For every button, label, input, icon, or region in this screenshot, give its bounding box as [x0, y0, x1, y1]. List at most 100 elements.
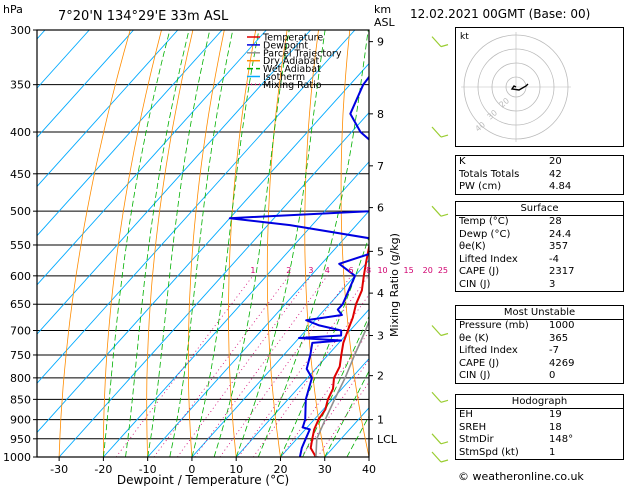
mixing-ratio-label: 25 [438, 266, 448, 275]
dry-adiabat-line [304, 30, 326, 457]
dry-adiabat-line [146, 30, 194, 457]
pressure-tick-label: 950 [10, 433, 31, 446]
pressure-tick-label: 450 [10, 168, 31, 181]
hodograph-ring-label: 20 [498, 96, 512, 109]
pressure-tick-label: 400 [10, 126, 31, 139]
mixing-ratio-line [115, 275, 254, 457]
wind-barb-flag [440, 399, 449, 403]
pressure-tick-label: 700 [10, 325, 31, 338]
isotherm-line [37, 30, 311, 335]
isotherm-line [191, 259, 369, 457]
index-row-tt: Totals Totals 42 [459, 168, 562, 180]
isotherm-line [37, 30, 267, 286]
wet-adiabat-line [213, 30, 290, 457]
height-unit-asl: ASL [374, 16, 396, 29]
legend-label: Isotherm [263, 72, 305, 83]
isotherm-line [147, 210, 369, 457]
isotherm-line [37, 30, 223, 237]
plot-frame [36, 29, 370, 458]
wet-adiabat-line [169, 30, 234, 457]
temp-tick-label: 40 [362, 463, 376, 476]
wet-adiabat-line [147, 30, 211, 457]
legend-label: Wet Adiabat [263, 64, 321, 75]
dry-adiabat-line [103, 30, 162, 457]
wind-barb-flag [440, 332, 449, 337]
credit-label: © weatheronline.co.uk [458, 470, 584, 483]
temp-tick-label: -10 [139, 463, 157, 476]
index-row-pw: PW (cm) 4.84 [459, 181, 572, 192]
wet-adiabat-line [125, 30, 190, 457]
hodograph-ring-label: 40 [474, 120, 488, 133]
isotherm-line [37, 30, 356, 384]
pressure-tick-label: 350 [10, 79, 31, 92]
mu-row: θe (K) 365 [459, 332, 569, 344]
isotherm-line [37, 62, 369, 434]
wind-barb-flag [440, 213, 449, 217]
surface-row: Lifted Index -4 [459, 253, 559, 265]
isotherm-line [37, 30, 134, 138]
height-tick-label: 3 [377, 330, 384, 343]
hodo-row: StmDir 148° [459, 434, 574, 445]
surface-row: Dewp (°C) 24.4 [459, 228, 572, 240]
wet-adiabat-line [257, 30, 369, 457]
dry-adiabat-line [187, 30, 225, 457]
pressure-tick-label: 550 [10, 239, 31, 252]
surface-row: Temp (°C) 28 [459, 216, 562, 227]
wind-barb [431, 451, 442, 463]
wet-adiabat-line [103, 30, 171, 457]
height-tick-label: 8 [377, 108, 384, 121]
surface-row: CAPE (J) 2317 [459, 266, 575, 277]
height-tick-label: LCL [377, 433, 398, 446]
dry-adiabat-line [266, 30, 288, 457]
temp-tick-label: 0 [188, 463, 195, 476]
surface-title: Surface [456, 202, 623, 216]
temp-tick-label: 30 [318, 463, 332, 476]
plot-area [37, 30, 369, 457]
mixing-ratio-label: 8 [366, 266, 371, 275]
wind-barb [431, 433, 442, 445]
mixing-ratio-label: 6 [349, 266, 354, 275]
wet-adiabat-line [191, 30, 260, 457]
dry-adiabat-line [228, 30, 257, 457]
x-axis-label: Dewpoint / Temperature (°C) [117, 473, 289, 486]
mixing-ratio-line [252, 294, 369, 457]
wind-barb-flag [440, 441, 449, 445]
wind-barb [431, 391, 442, 403]
date-label: 12.02.2021 00GMT (Base: 00) [410, 7, 591, 21]
legend-label: Dry Adiabat [263, 56, 320, 67]
height-tick-label: 1 [377, 414, 384, 427]
hodograph-table: Hodograph EH 19 SREH 18 StmDir 148° StmSpd … [455, 394, 624, 460]
pressure-tick-label: 900 [10, 414, 31, 427]
mixing-ratio-line [280, 331, 369, 457]
indices-table: K 20 Totals Totals 42 PW (cm) 4.84 [455, 155, 624, 195]
dry-adiabat-line [58, 30, 131, 457]
pressure-tick-label: 800 [10, 372, 31, 385]
isotherm-line [235, 308, 369, 457]
legend-label: Temperature [262, 33, 323, 44]
series-line-dewpoint [228, 75, 369, 457]
mu-row: CAPE (J) 4269 [459, 357, 575, 369]
hodograph-kt-label: kt [460, 32, 469, 42]
height-tick-label: 4 [377, 287, 384, 300]
mixing-ratio-line [317, 381, 369, 457]
wet-adiabat-line [324, 370, 369, 457]
hodo-row: SREH 18 [459, 421, 562, 433]
height-tick-label: 5 [377, 245, 384, 258]
height-tick-label: 7 [377, 160, 384, 173]
hodograph-trace [510, 83, 529, 91]
dry-adiabat-line [340, 30, 369, 457]
wet-adiabat-line [280, 235, 369, 457]
wind-barb-flag [440, 134, 449, 138]
mixing-ratio-label: 4 [325, 266, 330, 275]
isotherm-line [280, 357, 369, 457]
mixing-ratio-axis-label: Mixing Ratio (g/kg) [388, 233, 401, 337]
station-title: 7°20'N 134°29'E 33m ASL [58, 9, 229, 24]
height-tick-label: 6 [377, 202, 384, 215]
surface-row: CIN (J) 3 [459, 278, 556, 290]
most-unstable-table: Most Unstable Pressure (mb) 1000 θe (K) 36… [455, 305, 624, 384]
mu-row: Pressure (mb) 1000 [459, 320, 575, 331]
surface-table: Surface Temp (°C) 28 Dewp (°C) 24.4 θe(K) 3… [455, 201, 624, 292]
mixing-ratio-label: 15 [404, 266, 414, 275]
